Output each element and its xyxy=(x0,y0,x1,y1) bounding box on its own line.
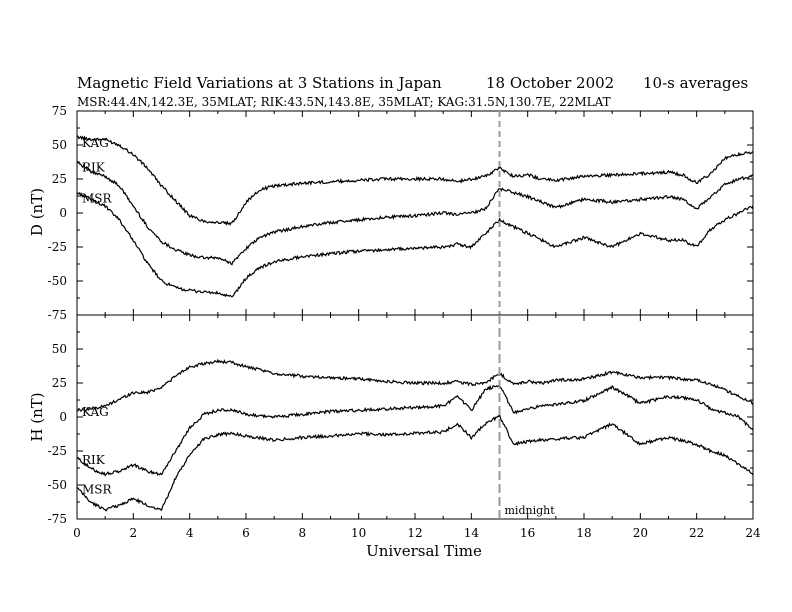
bottom-y-axis-title: H (nT) xyxy=(28,392,46,441)
x-tick-label: 8 xyxy=(299,526,307,540)
y-tick-label: 0 xyxy=(59,206,67,220)
series-label-rik: RIK xyxy=(82,453,106,467)
x-tick-label: 12 xyxy=(407,526,422,540)
series-line-rik xyxy=(76,161,754,266)
y-tick-label: 50 xyxy=(52,342,67,356)
x-tick-label: 6 xyxy=(242,526,250,540)
y-tick-label: -75 xyxy=(48,308,67,322)
series-line-msr xyxy=(76,191,754,298)
y-tick-label: -50 xyxy=(48,274,67,288)
y-tick-label: 75 xyxy=(52,104,67,118)
x-tick-label: 24 xyxy=(745,526,761,540)
station-coordinates: MSR:44.4N,142.3E, 35MLAT; RIK:43.5N,143.… xyxy=(77,95,611,109)
top-y-axis-title: D (nT) xyxy=(28,188,46,236)
y-tick-label: -25 xyxy=(48,240,67,254)
y-tick-label: -25 xyxy=(48,444,67,458)
y-tick-label: -50 xyxy=(48,478,67,492)
x-axis-title: Universal Time xyxy=(366,542,482,560)
y-tick-label: 50 xyxy=(52,138,67,152)
series-label-rik: RIK xyxy=(82,160,106,174)
series-line-kag xyxy=(76,358,754,412)
series-line-msr xyxy=(76,412,754,512)
series-line-rik xyxy=(76,384,754,477)
x-tick-label: 0 xyxy=(73,526,81,540)
x-tick-label: 10 xyxy=(351,526,366,540)
y-tick-label: 0 xyxy=(59,410,67,424)
series-label-msr: MSR xyxy=(82,483,113,497)
x-tick-label: 20 xyxy=(633,526,648,540)
series-line-kag xyxy=(76,135,754,226)
y-tick-label: 25 xyxy=(52,172,67,186)
series-label-kag: KAG xyxy=(82,405,109,419)
x-tick-label: 2 xyxy=(130,526,138,540)
y-tick-label: -75 xyxy=(48,512,67,526)
x-tick-label: 14 xyxy=(464,526,480,540)
y-tick-label: 25 xyxy=(52,376,67,390)
panel-frame xyxy=(76,314,754,520)
x-tick-label: 16 xyxy=(520,526,535,540)
chart-date: 18 October 2002 xyxy=(486,74,614,92)
d-component-panel: 75 50 25 0 -25 -50 -75 KAG RIK MSR xyxy=(48,104,754,322)
x-tick-label: 4 xyxy=(186,526,194,540)
series-label-msr: MSR xyxy=(82,192,113,206)
chart-title: Magnetic Field Variations at 3 Stations … xyxy=(77,74,442,92)
midnight-label: midnight xyxy=(505,504,556,517)
x-tick-label: 22 xyxy=(689,526,704,540)
x-tick-label: 18 xyxy=(576,526,591,540)
series-label-kag: KAG xyxy=(82,136,109,150)
panel-frame xyxy=(76,110,754,316)
chart-averaging: 10-s averages xyxy=(643,74,748,92)
